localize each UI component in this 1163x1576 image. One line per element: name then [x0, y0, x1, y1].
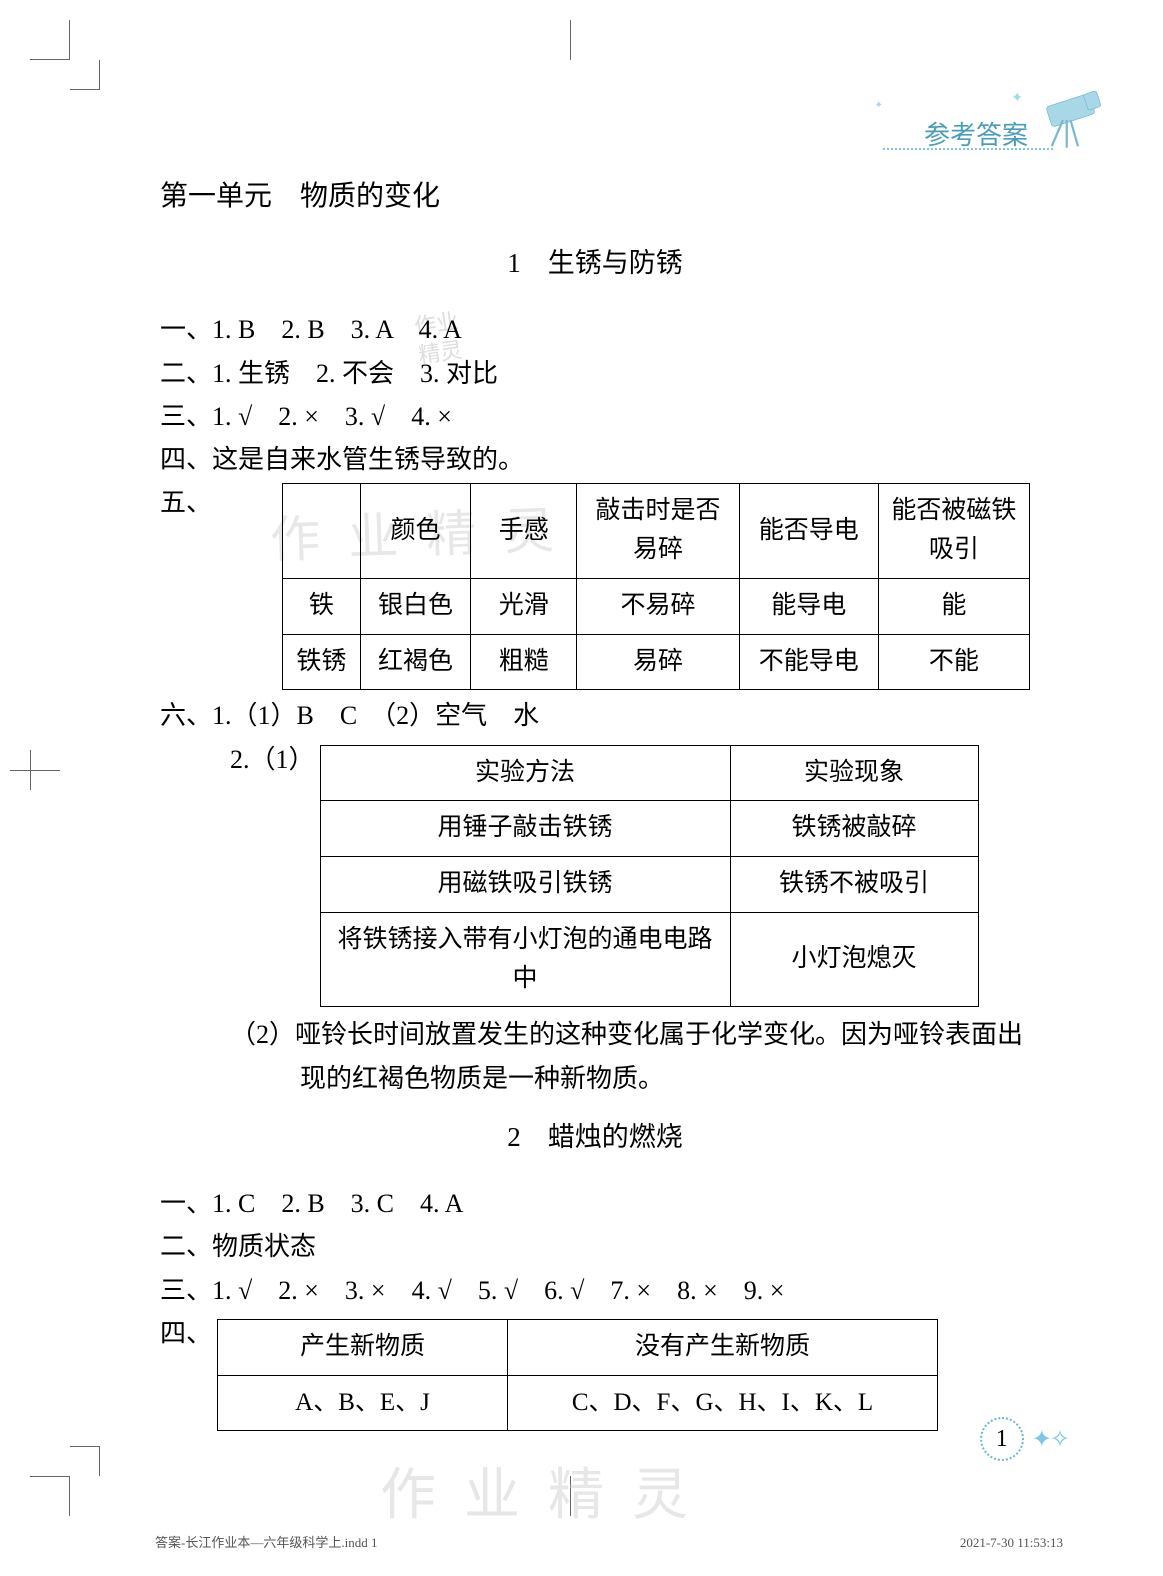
answer-line: 一、1. B 2. B 3. A 4. A — [160, 310, 1030, 350]
header-title: 参考答案 — [924, 115, 1028, 152]
answer-line: 现的红褐色物质是一种新物质。 — [160, 1059, 1030, 1099]
table-row: 实验方法 实验现象 — [320, 745, 978, 801]
crop-mark — [570, 20, 571, 60]
table-cell: 不能 — [878, 634, 1029, 690]
page-number-wrap: 1 ✦✧ — [980, 1417, 1068, 1461]
table-row: 铁 银白色 光滑 不易碎 能导电 能 — [283, 578, 1030, 634]
table-cell: 铁锈 — [283, 634, 361, 690]
question-label: 四、 — [160, 1314, 217, 1354]
crop-mark — [30, 1476, 70, 1516]
comparison-table: 颜色 手感 敲击时是否易碎 能否导电 能否被磁铁吸引 铁 银白色 光滑 不易碎 … — [282, 483, 1030, 690]
unit-title: 第一单元 物质的变化 — [160, 175, 1030, 218]
table-row: 将铁锈接入带有小灯泡的通电电路中 小灯泡熄灭 — [320, 912, 978, 1007]
table-cell: 银白色 — [360, 578, 471, 634]
table-cell: 能 — [878, 578, 1029, 634]
answer-line: （2）哑铃长时间放置发生的这种变化属于化学变化。因为哑铃表面出 — [160, 1015, 1030, 1055]
table-cell: 易碎 — [577, 634, 740, 690]
table-cell: 粗糙 — [471, 634, 577, 690]
table-cell: 不易碎 — [577, 578, 740, 634]
table-cell: 小灯泡熄灭 — [730, 912, 978, 1007]
table-row: A、B、E、J C、D、F、G、H、I、K、L — [218, 1375, 938, 1431]
answer-line: 三、1. √ 2. × 3. × 4. √ 5. √ 6. √ 7. × 8. … — [160, 1271, 1030, 1311]
table-row: 铁锈 红褐色 粗糙 易碎 不能导电 不能 — [283, 634, 1030, 690]
table-header: 实验现象 — [730, 745, 978, 801]
table-cell: 铁 — [283, 578, 361, 634]
star-icon: ✦ — [1011, 90, 1023, 107]
footer-timestamp: 2021-7-30 11:53:13 — [960, 1535, 1063, 1551]
crop-mark — [70, 1446, 100, 1476]
table-header: 产生新物质 — [218, 1319, 508, 1375]
table-cell: 铁锈不被吸引 — [730, 857, 978, 913]
answer-line: 二、物质状态 — [160, 1227, 1030, 1267]
sparkle-icon: ✦✧ — [1032, 1425, 1068, 1454]
experiment-table: 实验方法 实验现象 用锤子敲击铁锈 铁锈被敲碎 用磁铁吸引铁锈 铁锈不被吸引 将… — [320, 745, 979, 1008]
telescope-icon — [1033, 85, 1108, 155]
section-title: 1 生锈与防锈 — [160, 243, 1030, 285]
main-content: 第一单元 物质的变化 1 生锈与防锈 一、1. B 2. B 3. A 4. A… — [160, 175, 1030, 1431]
question-label: 五、 — [160, 483, 217, 523]
crop-mark — [30, 20, 70, 60]
table-cell: 不能导电 — [739, 634, 878, 690]
answer-line: 一、1. C 2. B 3. C 4. A — [160, 1184, 1030, 1224]
table-cell: 红褐色 — [360, 634, 471, 690]
answer-line: 六、1.（1）B C （2）空气 水 — [160, 696, 1030, 736]
table-cell: 将铁锈接入带有小灯泡的通电电路中 — [320, 912, 730, 1007]
table-header: 能否被磁铁吸引 — [878, 484, 1029, 579]
table-header: 颜色 — [360, 484, 471, 579]
classification-table: 产生新物质 没有产生新物质 A、B、E、J C、D、F、G、H、I、K、L — [217, 1319, 938, 1432]
table-cell: 能导电 — [739, 578, 878, 634]
page-number: 1 — [980, 1417, 1024, 1461]
section-title: 2 蜡烛的燃烧 — [160, 1117, 1030, 1159]
table-cell: 铁锈被敲碎 — [730, 801, 978, 857]
table-cell: A、B、E、J — [218, 1375, 508, 1431]
answer-line: 二、1. 生锈 2. 不会 3. 对比 — [160, 354, 1030, 394]
table-header: 能否导电 — [739, 484, 878, 579]
star-icon: ✦ — [875, 100, 883, 111]
header-underline — [883, 148, 1053, 150]
answer-line: 四、这是自来水管生锈导致的。 — [160, 440, 1030, 480]
table-header: 实验方法 — [320, 745, 730, 801]
watermark-text: 作业精灵 — [380, 1450, 716, 1531]
table-header: 敲击时是否易碎 — [577, 484, 740, 579]
crop-mark — [30, 750, 31, 790]
crop-mark — [70, 60, 100, 90]
crop-mark — [570, 1476, 571, 1516]
table-row: 用磁铁吸引铁锈 铁锈不被吸引 — [320, 857, 978, 913]
table-row: 颜色 手感 敲击时是否易碎 能否导电 能否被磁铁吸引 — [283, 484, 1030, 579]
table-cell: 用磁铁吸引铁锈 — [320, 857, 730, 913]
answer-line: 三、1. √ 2. × 3. √ 4. × — [160, 397, 1030, 437]
table-row: 用锤子敲击铁锈 铁锈被敲碎 — [320, 801, 978, 857]
table-cell: 光滑 — [471, 578, 577, 634]
table-cell: C、D、F、G、H、I、K、L — [508, 1375, 938, 1431]
table-cell: 用锤子敲击铁锈 — [320, 801, 730, 857]
table-row: 产生新物质 没有产生新物质 — [218, 1319, 938, 1375]
question-label: 2.（1） — [230, 740, 320, 780]
table-header — [283, 484, 361, 579]
footer-filename: 答案-长江作业本—六年级科学上.indd 1 — [155, 1532, 377, 1551]
table-header: 手感 — [471, 484, 577, 579]
table-header: 没有产生新物质 — [508, 1319, 938, 1375]
crop-mark — [10, 770, 60, 771]
